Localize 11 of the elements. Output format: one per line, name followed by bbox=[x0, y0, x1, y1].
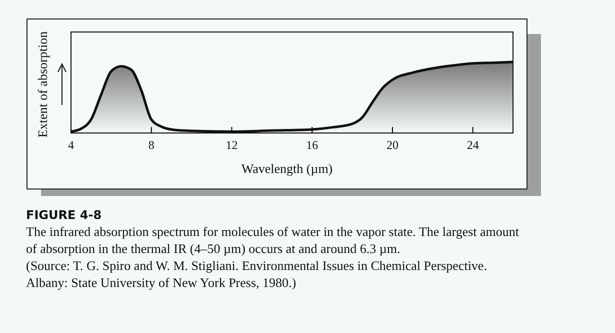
x-tick-label: 8 bbox=[148, 138, 154, 152]
x-tick-label: 12 bbox=[226, 138, 238, 152]
text: The infrared absorption spectrum for molecules of water in the vapor state. The largest amount of absorption in the thermal IR (4–50 µm) occurs at and around 6.3 µm. bbox=[26, 224, 520, 256]
x-tick-label: 4 bbox=[68, 138, 74, 152]
text: (Source: T. G. Spiro and W. M. Stigliani. Environmental Issues in Chemical Perspective. Albany: State University of New York Press, 1980.) bbox=[26, 258, 487, 290]
x-tick-label: 20 bbox=[386, 138, 398, 152]
x-axis-title: Wavelength (µm) bbox=[241, 161, 333, 176]
x-tick-label: 16 bbox=[306, 138, 318, 152]
x-tick-label: 24 bbox=[466, 138, 479, 152]
text: FIGURE 4-8 bbox=[26, 208, 102, 222]
y-axis-title: Extent of absorption bbox=[35, 30, 50, 138]
